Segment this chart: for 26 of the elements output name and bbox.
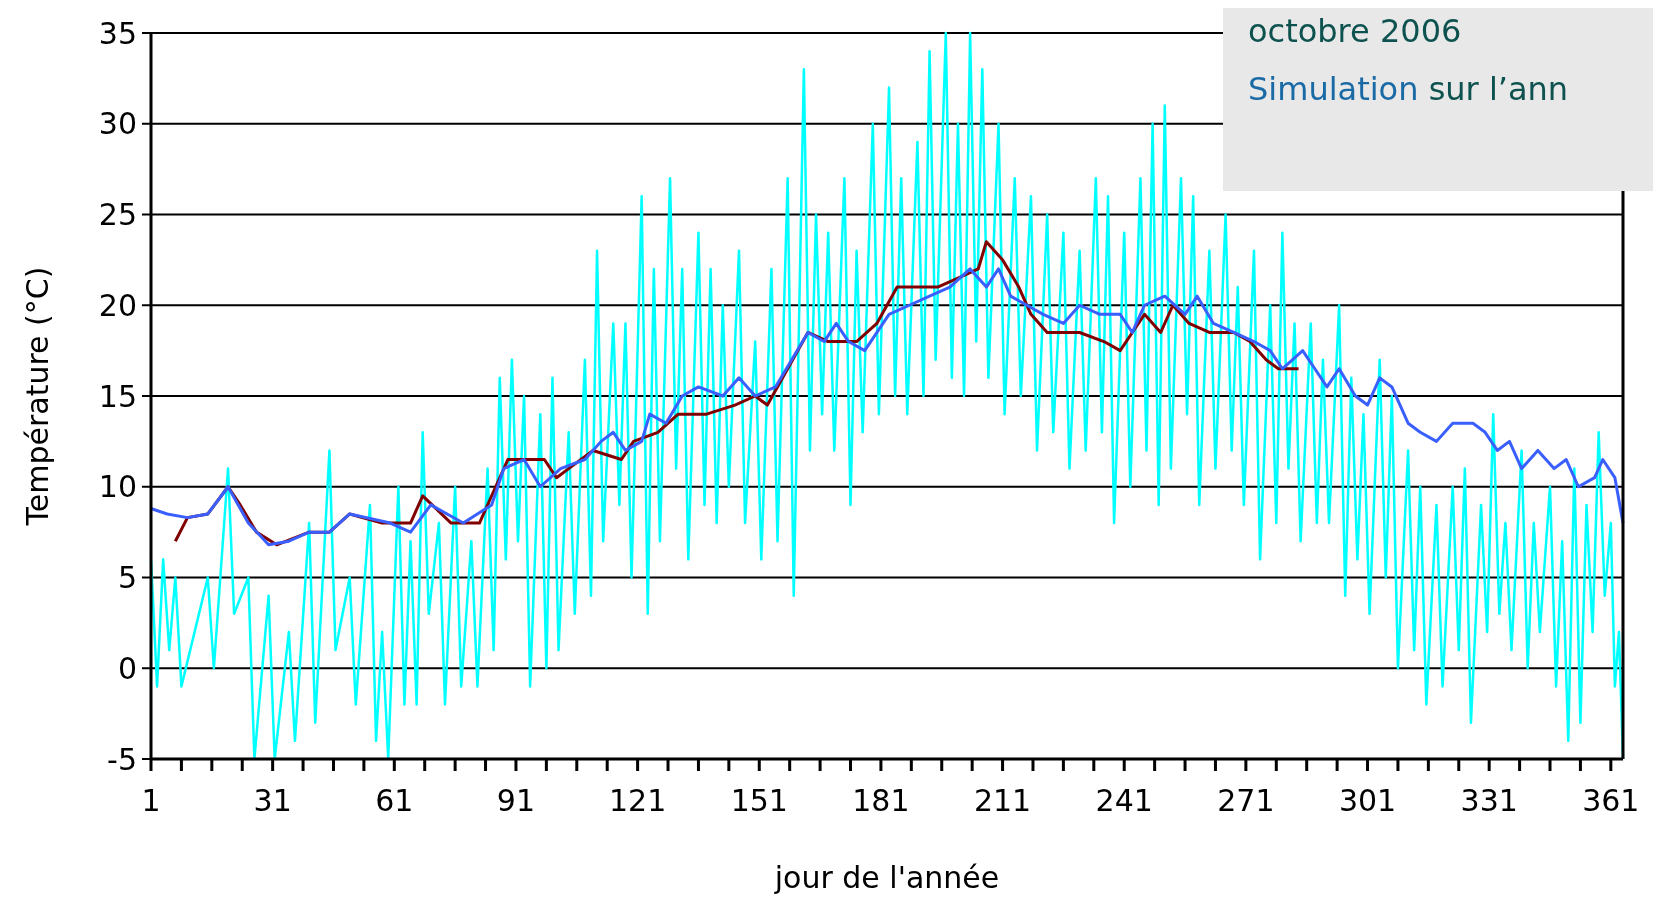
annotation: Simulation sur l’ann <box>1248 70 1569 108</box>
y-tick-label: -5 <box>107 741 137 777</box>
y-tick-label: 5 <box>117 560 137 595</box>
x-tick-label: 211 <box>973 783 1032 818</box>
x-tick-label: 151 <box>730 783 788 818</box>
x-tick-label: 91 <box>496 783 536 818</box>
x-tick-label: 31 <box>253 783 292 818</box>
annotation: octobre 2006 <box>1248 12 1462 50</box>
x-tick-label: 361 <box>1582 783 1640 818</box>
y-tick-label: 25 <box>98 197 137 232</box>
x-tick-label: 121 <box>608 783 667 818</box>
y-tick-label: 10 <box>98 469 137 505</box>
x-tick-label: 301 <box>1338 783 1397 818</box>
y-tick-label: 20 <box>98 287 137 323</box>
y-tick-label: 0 <box>117 650 137 686</box>
x-tick-label: 271 <box>1217 783 1275 818</box>
y-axis-title: Température (°C) <box>20 266 55 527</box>
x-tick-label: 1 <box>141 783 161 818</box>
x-tick-label: 181 <box>852 783 910 818</box>
y-tick-label: 35 <box>98 15 137 51</box>
x-tick-label: 331 <box>1460 783 1518 818</box>
x-axis-title: jour de l'année <box>773 860 1000 895</box>
y-tick-label: 15 <box>98 378 137 414</box>
x-tick-label: 61 <box>375 783 414 818</box>
x-tick-label: 241 <box>1095 783 1153 818</box>
y-tick-label: 30 <box>98 106 137 142</box>
